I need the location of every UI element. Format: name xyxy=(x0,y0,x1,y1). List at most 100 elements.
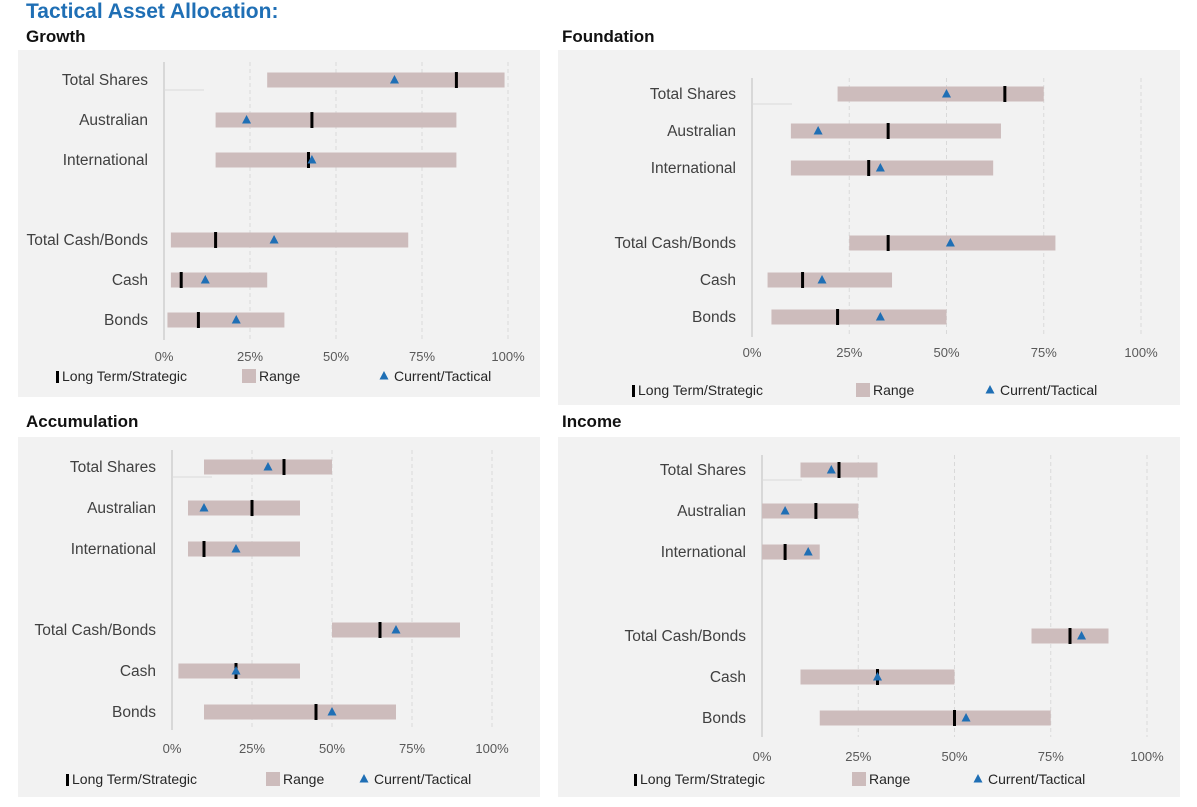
foundation-legend-range-swatch xyxy=(856,383,870,397)
growth-strategic-marker xyxy=(306,152,310,168)
foundation-strategic-marker xyxy=(886,123,890,139)
growth-tactical-marker xyxy=(231,315,241,324)
foundation-category-label: Total Shares xyxy=(650,86,736,103)
growth-category-label: Australian xyxy=(79,112,148,129)
accumulation-tick-label: 50% xyxy=(319,741,345,756)
accumulation-strategic-marker xyxy=(378,622,382,638)
foundation-legend-tactical: Current/Tactical xyxy=(1000,382,1097,398)
accumulation-strategic-marker xyxy=(202,541,206,557)
accumulation-tick-label: 0% xyxy=(163,741,182,756)
income-range-bar xyxy=(762,503,859,519)
foundation-tick-label: 0% xyxy=(743,345,762,360)
income-category-label: Cash xyxy=(710,669,746,686)
accumulation-tactical-marker xyxy=(199,503,209,512)
growth-legend-tactical: Current/Tactical xyxy=(394,368,491,384)
accumulation-tactical-marker xyxy=(231,544,241,553)
income-tick-label: 25% xyxy=(845,749,871,764)
foundation-range-bar xyxy=(790,160,994,176)
accumulation-strategic-marker xyxy=(314,704,318,720)
foundation-category-label: International xyxy=(651,160,736,177)
growth-category-label: Total Shares xyxy=(62,72,148,89)
income-strategic-marker xyxy=(953,710,956,726)
accumulation-legend-strategic-swatch xyxy=(66,774,69,786)
accumulation-range-bar xyxy=(188,500,300,516)
foundation-strategic-marker xyxy=(1003,86,1007,102)
accumulation-strategic-marker xyxy=(282,459,286,475)
foundation-legend-strategic-swatch xyxy=(632,385,635,397)
growth-range-bar xyxy=(267,72,505,88)
foundation-legend-tactical-swatch xyxy=(985,385,995,394)
income-strategic-marker xyxy=(814,503,818,519)
income-tick-label: 0% xyxy=(753,749,772,764)
income-legend-tactical-swatch xyxy=(973,774,983,783)
income-tick-label: 100% xyxy=(1130,749,1164,764)
growth-strategic-marker xyxy=(214,232,218,248)
growth-range-bar xyxy=(170,232,409,248)
foundation-tactical-marker xyxy=(817,275,827,284)
growth-legend-strategic-swatch xyxy=(56,371,59,383)
foundation-tick-label: 75% xyxy=(1031,345,1057,360)
income-legend-strategic: Long Term/Strategic xyxy=(640,771,765,787)
growth-tick-label: 50% xyxy=(323,349,349,364)
foundation-legend-range: Range xyxy=(873,382,914,398)
income-category-label: Bonds xyxy=(702,710,746,727)
income-legend-tactical: Current/Tactical xyxy=(988,771,1085,787)
growth-tactical-marker xyxy=(307,155,317,164)
accumulation-legend-strategic: Long Term/Strategic xyxy=(72,771,197,787)
foundation-strategic-marker xyxy=(867,160,871,176)
foundation-tactical-marker xyxy=(945,238,955,247)
foundation-tick-label: 50% xyxy=(933,345,959,360)
foundation-tick-label: 25% xyxy=(836,345,862,360)
income-category-label: International xyxy=(661,544,746,561)
foundation-tactical-marker xyxy=(942,89,951,98)
accumulation-tactical-marker xyxy=(263,462,273,471)
growth-legend-tactical-swatch xyxy=(379,371,389,380)
panel-growth xyxy=(18,50,540,397)
growth-tick-label: 25% xyxy=(237,349,263,364)
accumulation-tactical-marker xyxy=(391,625,401,634)
growth-tick-label: 75% xyxy=(409,349,435,364)
panel-accumulation xyxy=(18,437,540,797)
growth-strategic-marker xyxy=(196,312,200,328)
growth-tick-label: 0% xyxy=(155,349,174,364)
foundation-strategic-marker xyxy=(836,309,840,325)
accumulation-range-bar xyxy=(188,541,300,557)
income-legend-range: Range xyxy=(869,771,910,787)
accumulation-category-label: International xyxy=(71,541,156,558)
accumulation-category-label: Total Shares xyxy=(70,459,156,476)
growth-range-bar xyxy=(215,152,457,168)
growth-tactical-marker xyxy=(269,235,279,244)
accumulation-legend-range: Range xyxy=(283,771,324,787)
income-tactical-marker xyxy=(1077,631,1087,640)
income-range-bar xyxy=(762,544,820,560)
foundation-category-label: Total Cash/Bonds xyxy=(615,235,737,252)
growth-strategic-marker xyxy=(310,112,314,128)
foundation-range-bar xyxy=(790,123,1001,139)
foundation-tick-label: 100% xyxy=(1124,345,1158,360)
growth-range-bar xyxy=(170,272,268,288)
growth-category-label: International xyxy=(63,152,148,169)
foundation-range-bar xyxy=(771,309,947,325)
growth-strategic-marker xyxy=(454,72,458,88)
income-tactical-marker xyxy=(873,672,882,681)
panel-title-growth: Growth xyxy=(26,27,86,46)
accumulation-legend-tactical: Current/Tactical xyxy=(374,771,471,787)
growth-tick-label: 100% xyxy=(491,349,525,364)
accumulation-category-label: Total Cash/Bonds xyxy=(35,622,157,639)
panel-title-income: Income xyxy=(562,412,622,431)
foundation-category-label: Bonds xyxy=(692,309,736,326)
income-strategic-marker xyxy=(1068,628,1072,644)
foundation-category-label: Cash xyxy=(700,272,736,289)
foundation-tactical-marker xyxy=(813,126,823,135)
panel-foundation xyxy=(558,50,1180,405)
panel-income xyxy=(558,437,1180,797)
income-range-bar xyxy=(819,710,1051,726)
foundation-legend-strategic: Long Term/Strategic xyxy=(638,382,763,398)
income-strategic-marker xyxy=(837,462,841,478)
panel-title-accumulation: Accumulation xyxy=(26,412,139,431)
income-tactical-marker xyxy=(803,547,813,556)
foundation-range-bar xyxy=(837,86,1044,102)
income-legend-strategic-swatch xyxy=(634,774,637,786)
income-category-label: Total Shares xyxy=(660,462,746,479)
